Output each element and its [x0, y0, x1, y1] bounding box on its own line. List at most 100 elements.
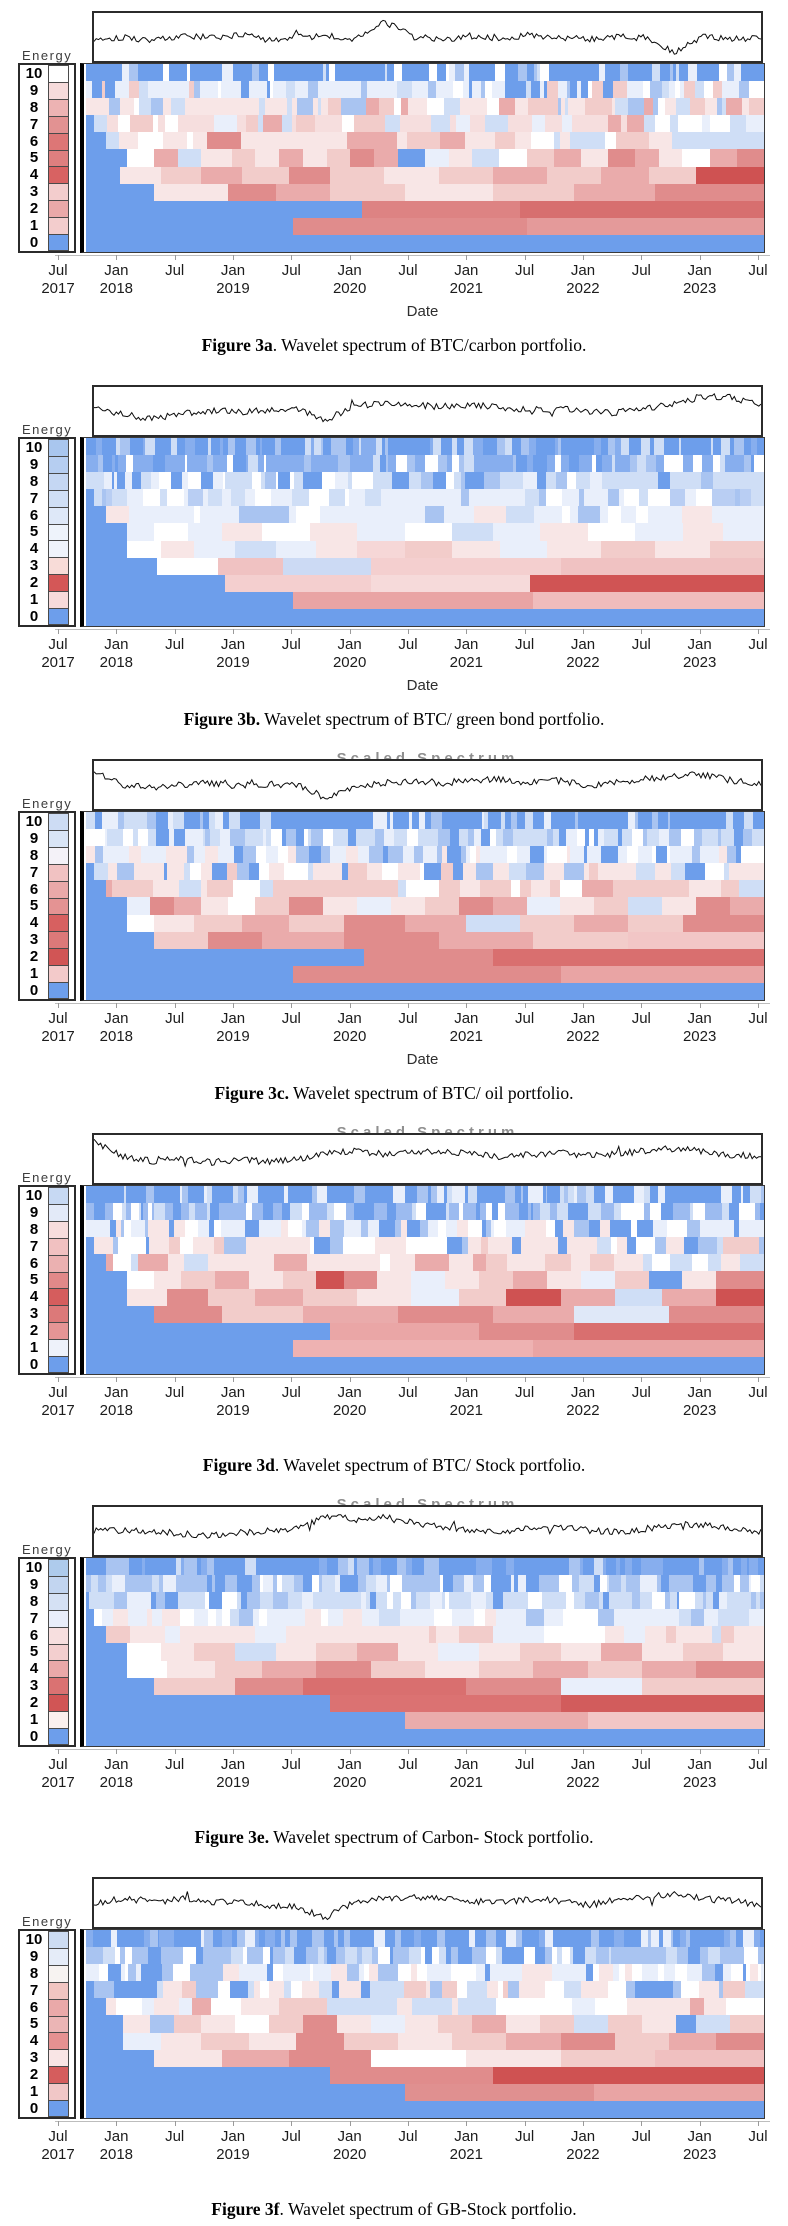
- heatmap-cell: [102, 81, 105, 99]
- tick-month: Jul: [398, 2128, 418, 2145]
- heatmap-cell: [682, 472, 695, 490]
- heatmap-cell: [604, 829, 608, 847]
- heatmap-cell: [491, 1558, 500, 1576]
- energy-level-label: 9: [29, 1575, 39, 1593]
- heatmap-cell: [729, 897, 764, 915]
- heatmap-cell: [273, 1609, 280, 1627]
- colorbar-row: 5: [20, 897, 69, 915]
- heatmap-cell: [358, 1254, 380, 1272]
- heatmap-cell: [346, 1575, 358, 1593]
- axis-tick-label: Jan 2022: [566, 2128, 599, 2165]
- heatmap-cell: [266, 829, 271, 847]
- heatmap-cell: [725, 455, 730, 473]
- heatmap-cell: [531, 1203, 534, 1221]
- heatmap-cell: [196, 98, 214, 116]
- heatmap-cell: [601, 455, 613, 473]
- heatmap-cell: [259, 98, 265, 116]
- energy-level-label: 3: [29, 931, 39, 949]
- heatmap-cell: [739, 81, 745, 99]
- heatmap-cell: [600, 438, 608, 456]
- heatmap-cell: [246, 1592, 260, 1610]
- heatmap-cell: [607, 489, 619, 507]
- heatmap-cell: [363, 472, 374, 490]
- tick-month: Jan: [104, 262, 129, 279]
- heatmap-cell: [704, 863, 725, 881]
- heatmap-cell: [437, 1186, 444, 1204]
- heatmap-cell: [295, 81, 308, 99]
- heatmap-cell: [576, 1186, 586, 1204]
- heatmap-cell: [514, 98, 518, 116]
- heatmap-cell: [214, 1271, 249, 1289]
- heatmap-cell: [690, 1930, 693, 1948]
- heatmap-cell: [281, 1930, 286, 1948]
- tick-month: Jul: [631, 1010, 651, 1027]
- heatmap-cell: [186, 1930, 195, 1948]
- heatmap-cell: [296, 2032, 344, 2050]
- heatmap-cell: [360, 1592, 367, 1610]
- heatmap-cell: [531, 1220, 547, 1238]
- heatmap-cell: [584, 489, 594, 507]
- heatmap-cell: [354, 115, 366, 133]
- heatmap-cell: [213, 98, 227, 116]
- heatmap-cell: [394, 506, 426, 524]
- heatmap-cell: [396, 455, 407, 473]
- heatmap-cell: [424, 812, 432, 830]
- colorbar-row: 4: [20, 540, 69, 558]
- heatmap-cell: [196, 1186, 204, 1204]
- heatmap-cell: [316, 1660, 371, 1678]
- heatmap-cell: [167, 1254, 185, 1272]
- heatmap-cell: [669, 2032, 717, 2050]
- heatmap-cell: [588, 81, 592, 99]
- tick-year: 2019: [216, 280, 250, 298]
- heatmap-cell: [744, 438, 751, 456]
- heatmap-cell: [237, 863, 249, 881]
- energy-colorbar: 10 9 8 7 6 5 4 3 2 1 0: [18, 1185, 76, 1375]
- heatmap-cell: [366, 863, 383, 881]
- axis-tick-label: Jan 2022: [566, 636, 599, 673]
- heatmap-cell: [641, 64, 652, 82]
- colorbar-swatch: [48, 1271, 69, 1289]
- heatmap-cell: [673, 438, 679, 456]
- colorbar-row: 6: [20, 506, 69, 524]
- heatmap-cell: [312, 1575, 319, 1593]
- heatmap-cell: [94, 863, 108, 881]
- heatmap-cell: [539, 81, 544, 99]
- heatmap-cell: [115, 1998, 142, 2016]
- heatmap-cell: [579, 1558, 584, 1576]
- heatmap-cell: [259, 1930, 266, 1948]
- heatmap-cell: [131, 1575, 143, 1593]
- heatmap-cell: [190, 1558, 198, 1576]
- heatmap-cell: [681, 438, 688, 456]
- heatmap-cell: [546, 1271, 581, 1289]
- heatmap-cell: [678, 438, 682, 456]
- heatmap-cell: [662, 1288, 717, 1306]
- heatmap-cell: [544, 863, 565, 881]
- heatmap-cell: [613, 1930, 625, 1948]
- heatmap-cell: [647, 1930, 652, 1948]
- tick-month: Jan: [104, 636, 129, 653]
- heatmap-cell: [601, 1203, 611, 1221]
- axis-tick-label: Jan 2018: [100, 2128, 133, 2165]
- axis-tick-label: Jan 2021: [450, 2128, 483, 2165]
- colorbar-row: 1: [20, 1711, 69, 1729]
- heatmap-cell: [444, 1592, 449, 1610]
- heatmap-cell: [647, 812, 652, 830]
- tick-month: Jan: [104, 2128, 129, 2145]
- axis-tick-label: Jul: [632, 1756, 651, 1774]
- heatmap-cell: [163, 98, 172, 116]
- heatmap-cell: [667, 1220, 682, 1238]
- heatmap-cell: [396, 1558, 406, 1576]
- heatmap-cell: [395, 1930, 401, 1948]
- heatmap-row: [86, 98, 764, 116]
- heatmap-cell: [709, 812, 722, 830]
- heatmap-cell: [154, 1203, 165, 1221]
- heatmap-cell: [189, 1592, 194, 1610]
- heatmap-cell: [505, 438, 513, 456]
- heatmap-cell: [759, 1575, 764, 1593]
- heatmap-cell: [124, 472, 132, 490]
- heatmap-cell: [428, 1575, 440, 1593]
- heatmap-cell: [86, 489, 95, 507]
- heatmap-cell: [729, 863, 737, 881]
- heatmap-cell: [527, 1186, 535, 1204]
- heatmap-cell: [113, 1981, 123, 1999]
